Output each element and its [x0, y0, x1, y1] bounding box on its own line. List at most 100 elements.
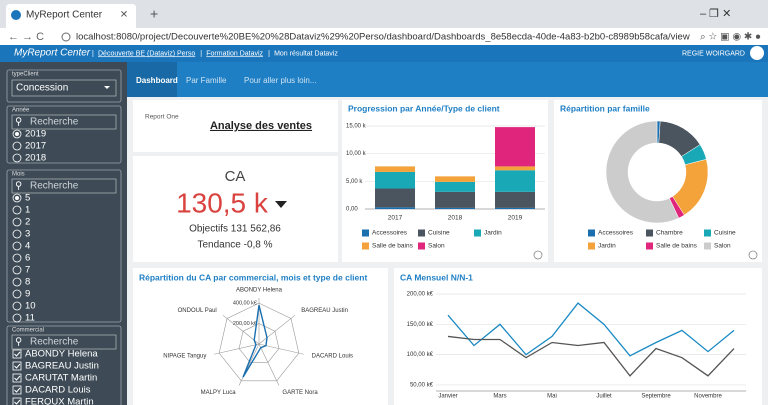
- radio[interactable]: [12, 193, 22, 203]
- legend-swatch: [588, 242, 595, 250]
- legend-swatch: [362, 229, 369, 237]
- radio[interactable]: [12, 205, 22, 215]
- radio[interactable]: [12, 301, 22, 311]
- bar-segment: [375, 188, 415, 208]
- breadcrumb-link[interactable]: Mon résultat Dataviz: [274, 50, 338, 57]
- toolbar-icons[interactable]: ⌕ ☆ ▣ ◉ ✱ ● ⋮: [700, 32, 768, 43]
- legend-label: Jardin: [598, 243, 616, 250]
- radio[interactable]: [12, 289, 22, 299]
- option: 4: [25, 241, 30, 252]
- user-avatar[interactable]: [750, 46, 764, 60]
- option: BAGREAU Justin: [25, 361, 99, 372]
- checkbox[interactable]: [12, 349, 22, 359]
- legend-label: Salon: [714, 243, 731, 250]
- search-box[interactable]: [11, 178, 117, 194]
- favicon: [11, 10, 21, 20]
- radio[interactable]: [12, 217, 22, 227]
- legend-label: Salon: [428, 243, 445, 250]
- filter-label: Mois: [12, 172, 25, 178]
- checkbox[interactable]: [12, 397, 22, 405]
- search-box[interactable]: [11, 334, 117, 350]
- zoom-icon[interactable]: [748, 250, 758, 260]
- search-placeholder: Recherche: [30, 181, 79, 192]
- x-tick-label: Novembre: [694, 394, 722, 400]
- kpi-card: [133, 156, 338, 262]
- option: FERQUX Martin: [25, 397, 94, 405]
- select[interactable]: [11, 79, 117, 97]
- new-tab[interactable]: +: [150, 6, 158, 22]
- search-icon: ⚲: [15, 181, 22, 192]
- radar-spoke: [214, 343, 260, 355]
- tab[interactable]: Pour aller plus loin...: [244, 76, 316, 85]
- x-tick-label: 2019: [508, 215, 523, 222]
- radio[interactable]: [12, 253, 22, 263]
- radar-ring: [238, 323, 280, 363]
- checkbox[interactable]: [12, 385, 22, 395]
- breadcrumb-link[interactable]: Découverte BE (Dataviz) Perso: [98, 50, 195, 57]
- line-series: [447, 335, 735, 377]
- url[interactable]: localhost:8080/project/Decouverte%20BE%2…: [76, 32, 690, 43]
- radio[interactable]: [12, 129, 22, 139]
- search-box[interactable]: [11, 114, 117, 130]
- x-tick-label: Septembre: [641, 394, 671, 400]
- select-value: Concession: [16, 83, 68, 94]
- radio[interactable]: [12, 265, 22, 275]
- breadcrumb-link[interactable]: Formation Dataviz: [206, 50, 263, 57]
- radio[interactable]: [12, 229, 22, 239]
- search-icon: ⚲: [15, 337, 22, 348]
- option: ABONDY Helena: [25, 349, 98, 360]
- radio[interactable]: [12, 277, 22, 287]
- separator: |: [200, 50, 202, 57]
- legend-label: Chambre: [656, 230, 683, 237]
- option: 2018: [25, 153, 46, 164]
- radio-dot: [15, 132, 19, 136]
- radar-spoke: [258, 343, 280, 386]
- option: 5: [25, 193, 30, 204]
- bar-segment: [435, 207, 475, 209]
- tab[interactable]: Dashboard: [136, 76, 178, 85]
- legend-label: Jardin: [484, 230, 502, 237]
- option: 10: [25, 301, 36, 312]
- checkbox[interactable]: [12, 373, 22, 383]
- chart-title: Progression par Année/Type de client: [348, 103, 500, 113]
- search-placeholder: Recherche: [30, 337, 79, 348]
- x-tick-label: 2017: [388, 215, 403, 222]
- tab-bar: [127, 62, 768, 97]
- axis-label: ABONDY Helena: [236, 288, 283, 294]
- bar-segment: [495, 207, 535, 209]
- mois-panel: [6, 169, 122, 323]
- search-icon: ⚲: [15, 117, 22, 128]
- r-tick-label: 200,00 k€: [233, 321, 257, 327]
- separator: |: [268, 50, 270, 57]
- option: 2017: [25, 141, 46, 152]
- radio[interactable]: [12, 241, 22, 251]
- type-client-panel: [6, 69, 122, 103]
- bar-segment: [495, 166, 535, 171]
- nav-buttons[interactable]: ← → C: [8, 31, 44, 43]
- bar-segment: [495, 191, 535, 208]
- pie-slice: [605, 120, 680, 224]
- check: [14, 351, 21, 357]
- x-tick-label: Mars: [493, 394, 506, 400]
- kpi-trend: Tendance -0,8 %: [197, 240, 272, 251]
- window-controls[interactable]: – ❐ ✕: [700, 8, 731, 20]
- report-logo: Report One: [145, 114, 179, 121]
- legend-swatch: [646, 242, 653, 250]
- checkbox[interactable]: [12, 361, 22, 371]
- radio[interactable]: [12, 313, 22, 323]
- check: [14, 375, 21, 381]
- check: [14, 363, 21, 369]
- tab[interactable]: Par Famille: [186, 76, 227, 85]
- axis-label: NIPAGE Tanguy: [163, 354, 206, 360]
- line-card: [394, 268, 762, 405]
- browser-tab[interactable]: [6, 4, 136, 28]
- radio[interactable]: [12, 153, 22, 163]
- radio[interactable]: [12, 141, 22, 151]
- zoom-icon[interactable]: [533, 250, 543, 260]
- bar-segment: [495, 170, 535, 192]
- user-name: REGIE WOIRGARD: [682, 50, 745, 57]
- app-header: [0, 45, 768, 62]
- dashboard-title: Analyse des ventes: [210, 120, 312, 132]
- y-tick-label: 5,00 k: [346, 179, 363, 185]
- tab-close[interactable]: ✕: [120, 10, 128, 21]
